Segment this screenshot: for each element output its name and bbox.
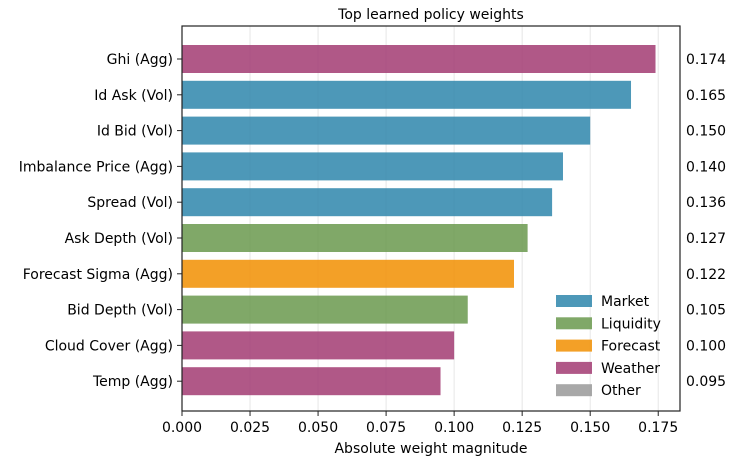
x-tick-label: 0.075 (366, 420, 406, 436)
bar (182, 259, 514, 288)
y-tick-label: Cloud Cover (Agg) (45, 338, 173, 354)
bar (182, 367, 441, 396)
value-label: 0.140 (686, 159, 726, 175)
legend-swatch (556, 317, 592, 330)
bar (182, 295, 468, 324)
value-label: 0.105 (686, 303, 726, 319)
x-tick-label: 0.000 (162, 420, 202, 436)
bar (182, 80, 632, 109)
bar (182, 331, 455, 360)
value-label: 0.174 (686, 52, 726, 68)
y-tick-label: Id Ask (Vol) (94, 88, 173, 104)
value-label: 0.095 (686, 374, 726, 390)
legend-label: Weather (601, 361, 660, 377)
y-tick-label: Ask Depth (Vol) (65, 231, 173, 247)
y-tick-labels: Ghi (Agg) Id Ask (Vol) Id Bid (Vol) Imbalan… (19, 52, 182, 390)
value-label: 0.165 (686, 88, 726, 104)
value-label: 0.150 (686, 124, 726, 140)
y-tick-label: Id Bid (Vol) (97, 124, 173, 140)
y-tick-label: Temp (Agg) (92, 374, 173, 390)
value-labels: 0.174 0.165 0.150 0.140 0.136 0.127 0.122 0.105… (686, 52, 726, 390)
x-tick-label: 0.125 (502, 420, 542, 436)
y-tick-label: Forecast Sigma (Agg) (23, 267, 173, 283)
legend: Market Liquidity Forecast Weather Other (556, 294, 661, 399)
legend-label: Forecast (601, 339, 661, 355)
x-tick-label: 0.100 (434, 420, 474, 436)
bar (182, 152, 563, 181)
bar (182, 224, 528, 252)
bar (182, 188, 553, 217)
x-tick-label: 0.150 (570, 420, 610, 436)
legend-swatch (556, 339, 592, 352)
chart-title: Top learned policy weights (337, 7, 524, 23)
y-tick-label: Imbalance Price (Agg) (19, 159, 173, 175)
legend-label: Other (601, 383, 641, 399)
x-tick-label: 0.050 (298, 420, 338, 436)
x-ticks: 0.000 0.025 0.050 0.075 0.100 0.125 0.150 0.175 (162, 411, 678, 436)
legend-label: Market (601, 294, 650, 310)
bar (182, 45, 656, 73)
x-axis-label: Absolute weight magnitude (334, 441, 527, 456)
legend-label: Liquidity (601, 316, 661, 332)
bar (182, 116, 591, 145)
plot-frame (181, 25, 681, 412)
x-tick-label: 0.175 (638, 420, 678, 436)
value-label: 0.127 (686, 231, 726, 247)
x-tick-label: 0.025 (230, 420, 270, 436)
y-tick-label: Bid Depth (Vol) (67, 303, 173, 319)
value-label: 0.122 (686, 267, 726, 283)
value-label: 0.100 (686, 338, 726, 354)
legend-swatch (556, 361, 592, 374)
legend-swatch (556, 295, 592, 307)
bars (182, 45, 656, 396)
value-label: 0.136 (686, 195, 726, 211)
y-tick-label: Ghi (Agg) (107, 52, 173, 68)
legend-swatch (556, 384, 592, 397)
y-tick-label: Spread (Vol) (87, 195, 173, 211)
